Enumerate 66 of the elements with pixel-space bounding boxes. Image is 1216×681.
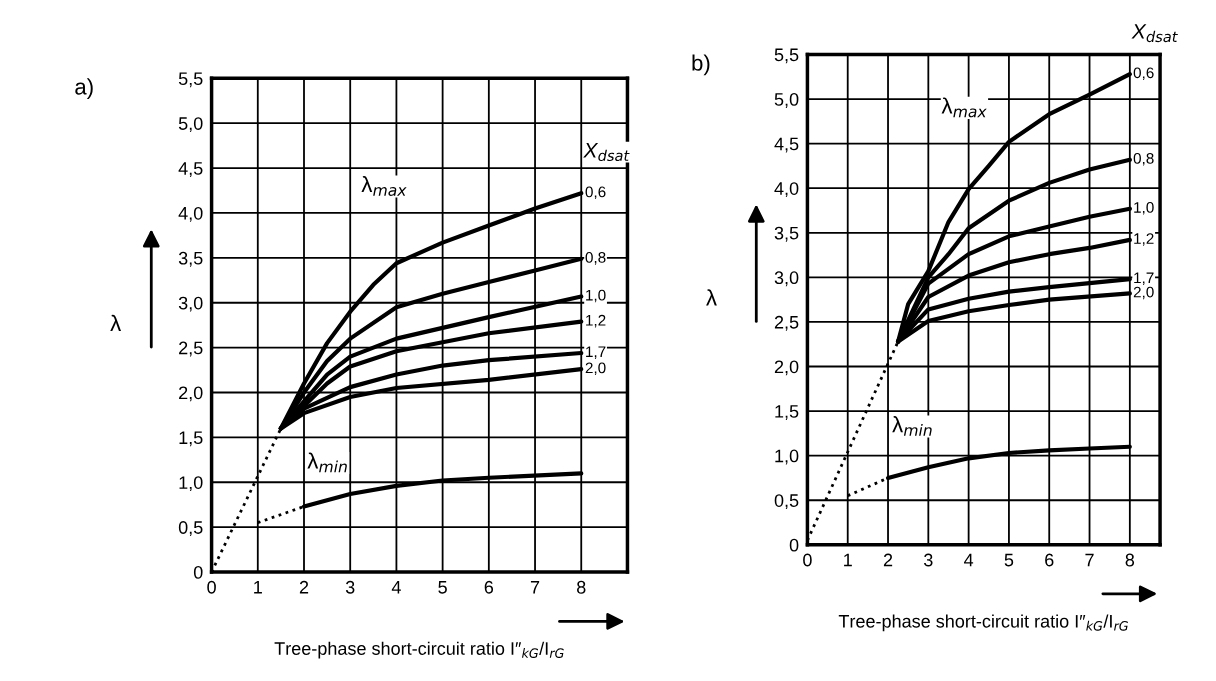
x-tick-label: 7 (1085, 553, 1094, 567)
series-label: 1,0 (1134, 201, 1154, 215)
series-label: 0,8 (585, 252, 606, 265)
y-tick-label: 3,0 (774, 271, 799, 287)
series-label: 1,7 (586, 346, 606, 359)
y-axis-title: λ (706, 289, 717, 306)
y-tick-label: 0 (789, 538, 799, 552)
y-tick-label: 5,0 (774, 92, 799, 108)
x-tick-label: 4 (391, 581, 401, 594)
x-tick-label: 6 (484, 580, 494, 594)
annotation: λ$_{max}$ (941, 97, 987, 118)
y-tick-label: 0,5 (774, 494, 799, 510)
series-label: 0,8 (1133, 152, 1154, 166)
y-tick-label: 0 (193, 565, 203, 579)
y-tick-label: 2,5 (179, 341, 203, 357)
annotation: λ$_{min}$ (307, 452, 347, 473)
y-tick-label: 2,0 (774, 360, 799, 376)
chart-title: a) (75, 78, 93, 100)
y-axis-title: λ (110, 314, 122, 331)
y-tick-label: 5,0 (178, 117, 203, 133)
series-label: 2,0 (1133, 286, 1154, 300)
x-tick-label: 3 (345, 580, 355, 594)
y-tick-label: 0,5 (178, 521, 203, 537)
y-tick-label: 1,0 (179, 476, 203, 492)
chart-title: b) (692, 54, 710, 76)
annotation: λ$_{min}$ (892, 416, 932, 436)
series-label: 1,7 (1134, 272, 1154, 286)
series-label: 0,6 (585, 186, 606, 200)
series-label: 1,2 (1134, 233, 1154, 246)
y-tick-label: 1,5 (775, 405, 799, 420)
y-tick-label: 4,5 (178, 162, 203, 177)
y-tick-label: 3,0 (178, 296, 203, 312)
y-tick-label: 5,5 (774, 48, 799, 64)
series-label: 1,0 (586, 289, 606, 303)
series-label: 2,0 (585, 362, 606, 376)
legend-title: X$_{dsat}$ (583, 143, 630, 162)
x-axis-title: Tree-phase short-circuit ratio I″$_{kG}$/I$_{rG}$ (838, 614, 1128, 632)
x-tick-label: 8 (577, 580, 586, 594)
x-axis-title: Tree-phase short-circuit ratio I″$_{kG}$/I$_{rG}$ (274, 641, 564, 659)
x-tick-label: 4 (964, 553, 974, 567)
y-tick-label: 1,5 (179, 431, 203, 447)
y-tick-label: 2,5 (774, 315, 799, 331)
series-label: 0,6 (1133, 67, 1154, 80)
x-tick-label: 6 (1045, 553, 1054, 567)
x-tick-label: 8 (1125, 553, 1135, 567)
y-tick-label: 4,0 (178, 206, 203, 222)
y-tick-label: 4,5 (774, 137, 799, 153)
y-tick-label: 1,0 (775, 449, 799, 465)
y-tick-label: 3,5 (178, 251, 203, 267)
x-tick-label: 3 (924, 553, 933, 567)
legend-title: X$_{dsat}$ (1131, 24, 1178, 43)
x-tick-label: 0 (803, 553, 812, 567)
series-label: 1,2 (586, 314, 606, 328)
x-tick-label: 2 (883, 553, 893, 567)
x-tick-label: 1 (254, 581, 262, 594)
x-tick-label: 2 (299, 580, 309, 594)
y-tick-label: 4,0 (774, 182, 799, 198)
x-tick-label: 0 (207, 580, 216, 594)
x-tick-label: 5 (438, 581, 447, 594)
annotation: λ$_{max}$ (361, 175, 407, 196)
x-tick-label: 5 (1004, 553, 1014, 567)
x-tick-label: 7 (530, 581, 540, 594)
y-tick-label: 2,0 (179, 386, 203, 402)
x-tick-label: 1 (844, 553, 852, 567)
y-tick-label: 5,5 (178, 72, 203, 88)
y-tick-label: 3,5 (774, 226, 799, 242)
